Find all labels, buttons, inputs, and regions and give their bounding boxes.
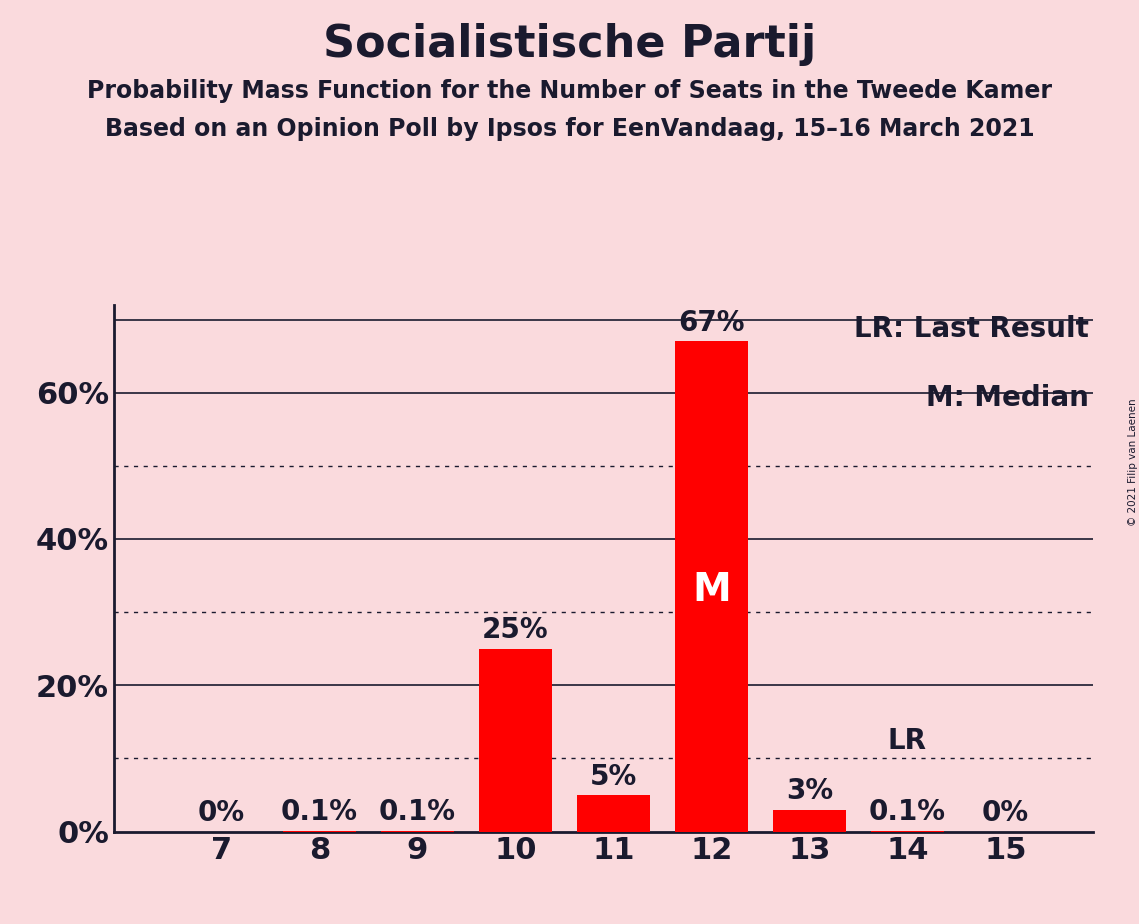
Text: Socialistische Partij: Socialistische Partij [322, 23, 817, 67]
Text: Based on an Opinion Poll by Ipsos for EenVandaag, 15–16 March 2021: Based on an Opinion Poll by Ipsos for Ee… [105, 117, 1034, 141]
Text: 0%: 0% [198, 799, 245, 827]
Text: 67%: 67% [678, 310, 745, 337]
Text: 0%: 0% [982, 799, 1029, 827]
Text: M: M [693, 571, 731, 609]
Text: 0.1%: 0.1% [379, 798, 456, 826]
Text: LR: LR [887, 727, 927, 755]
Text: M: Median: M: Median [926, 384, 1089, 412]
Text: 0.1%: 0.1% [869, 798, 945, 826]
Text: © 2021 Filip van Laenen: © 2021 Filip van Laenen [1128, 398, 1138, 526]
Text: LR: Last Result: LR: Last Result [853, 315, 1089, 344]
Text: 0.1%: 0.1% [281, 798, 358, 826]
Text: Probability Mass Function for the Number of Seats in the Tweede Kamer: Probability Mass Function for the Number… [87, 79, 1052, 103]
Bar [772, 809, 846, 832]
Bar [576, 795, 650, 832]
Text: 5%: 5% [590, 762, 637, 791]
Bar [478, 649, 552, 832]
Text: 25%: 25% [482, 616, 549, 644]
Text: 3%: 3% [786, 777, 833, 805]
Bar [674, 342, 748, 832]
